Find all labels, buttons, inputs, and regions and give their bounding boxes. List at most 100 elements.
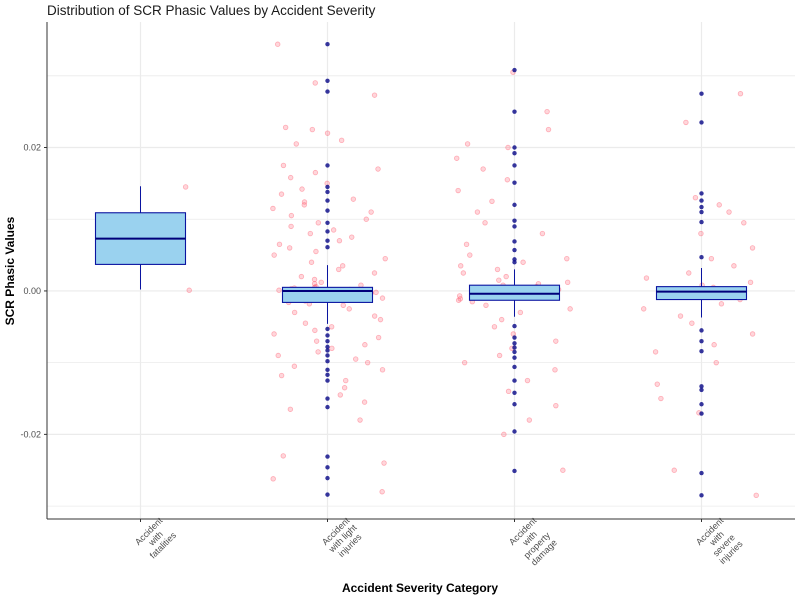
- outlier-point: [699, 387, 704, 393]
- jitter-point: [708, 255, 715, 262]
- jitter-point: [658, 395, 664, 402]
- jitter-point: [526, 417, 533, 423]
- jitter-point: [338, 137, 345, 144]
- outlier-point: [699, 91, 704, 96]
- jitter-point: [353, 356, 359, 362]
- jitter-point: [641, 306, 647, 312]
- jitter-point: [336, 266, 342, 273]
- x-tick-label: Accidentwithpropertydamage: [507, 515, 560, 568]
- jitter-point: [552, 367, 558, 373]
- jitter-point: [311, 281, 318, 287]
- jitter-point: [716, 202, 722, 208]
- outlier-point: [699, 328, 704, 333]
- jitter-point: [371, 313, 378, 319]
- outlier-point: [699, 198, 704, 203]
- jitter-point: [307, 230, 314, 237]
- jitter-point: [713, 359, 719, 366]
- jitter-point: [553, 402, 559, 409]
- outlier-point: [325, 326, 330, 332]
- jitter-point: [489, 198, 495, 204]
- jitter-point: [282, 124, 289, 131]
- jitter-point: [275, 352, 281, 359]
- jitter-point: [315, 220, 322, 226]
- x-tick-label: Accidentwithsevereinjuries: [694, 515, 747, 568]
- jitter-point: [363, 216, 369, 222]
- y-tick-label: -0.02: [20, 429, 41, 439]
- jitter-point: [301, 199, 308, 205]
- jitter-point: [278, 372, 285, 379]
- jitter-point: [318, 279, 324, 286]
- jitter-point: [339, 263, 346, 269]
- jitter-point: [288, 223, 294, 230]
- outlier-point: [325, 367, 330, 373]
- jitter-points-layer: [182, 41, 759, 499]
- box-iqr: [655, 286, 748, 301]
- jitter-point: [291, 309, 298, 316]
- axes: [46, 22, 795, 520]
- jitter-point: [276, 241, 283, 248]
- jitter-point: [308, 259, 315, 265]
- outlier-point: [325, 229, 330, 234]
- outlier-point: [512, 224, 517, 229]
- jitter-point: [692, 195, 699, 201]
- jitter-point: [299, 186, 305, 192]
- jitter-point: [271, 331, 277, 337]
- jitter-point: [753, 492, 759, 499]
- grid-lines: [47, 22, 795, 519]
- jitter-point: [343, 377, 349, 384]
- jitter-point: [280, 162, 287, 169]
- jitter-point: [280, 453, 286, 459]
- outlier-point: [699, 384, 704, 389]
- outlier-point: [325, 163, 330, 168]
- outlier-point: [512, 364, 517, 370]
- outlier-point: [699, 191, 704, 196]
- jitter-point: [324, 130, 331, 136]
- outlier-point: [325, 220, 330, 226]
- outlier-point: [512, 180, 517, 185]
- outlier-point: [512, 260, 517, 265]
- jitter-point: [182, 184, 189, 190]
- jitter-point: [454, 155, 460, 161]
- jitter-point: [677, 313, 684, 319]
- jitter-point: [482, 220, 488, 226]
- jitter-point: [302, 320, 309, 326]
- jitter-point: [287, 406, 294, 412]
- outlier-point: [325, 454, 330, 459]
- jitter-point: [480, 166, 486, 172]
- jitter-point: [741, 220, 747, 226]
- jitter-point: [186, 287, 192, 293]
- outlier-point: [325, 465, 330, 470]
- jitter-point: [286, 245, 293, 251]
- jitter-point: [539, 230, 546, 237]
- jitter-point: [747, 279, 754, 286]
- outlier-point: [325, 238, 330, 243]
- jitter-point: [375, 166, 381, 172]
- outlier-point: [325, 184, 330, 190]
- jitter-point: [567, 306, 573, 312]
- jitter-point: [361, 399, 368, 405]
- outlier-point: [325, 359, 330, 364]
- jitter-point: [341, 385, 348, 391]
- jitter-point: [686, 270, 692, 276]
- outlier-point: [325, 372, 330, 378]
- jitter-point: [457, 296, 464, 302]
- jitter-point: [368, 209, 374, 215]
- jitter-point: [737, 91, 744, 97]
- jitter-point: [718, 301, 725, 307]
- x-tick-labels: Accidentwithfatalities Accidentwith light…: [133, 515, 747, 568]
- jitter-point: [520, 259, 526, 265]
- jitter-point: [501, 431, 507, 438]
- outlier-point: [325, 208, 330, 213]
- jitter-point: [293, 141, 299, 147]
- outlier-point: [325, 344, 330, 350]
- jitter-point: [312, 80, 318, 86]
- jitter-point: [298, 273, 305, 280]
- jitter-point: [460, 270, 467, 276]
- outlier-point: [512, 341, 517, 346]
- jitter-point: [276, 287, 282, 293]
- jitter-point: [494, 266, 501, 273]
- jitter-point: [336, 238, 343, 244]
- jitter-point: [313, 248, 319, 255]
- outlier-point: [512, 402, 517, 407]
